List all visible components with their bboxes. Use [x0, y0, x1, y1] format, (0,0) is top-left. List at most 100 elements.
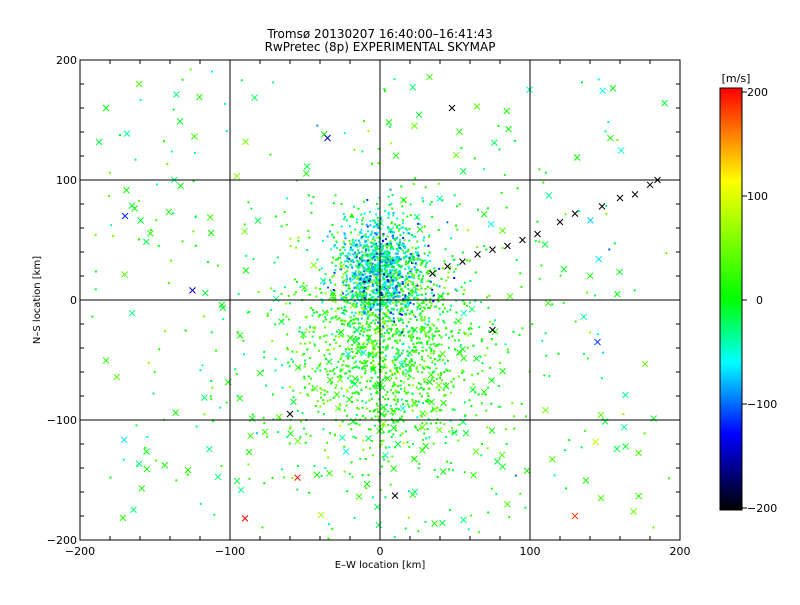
scatter-point [144, 446, 147, 449]
scatter-point [309, 434, 312, 437]
scatter-point [460, 286, 463, 289]
scatter-point [652, 526, 655, 529]
scatter-point [415, 263, 418, 266]
scatter-point [400, 307, 403, 310]
scatter-point [432, 442, 435, 445]
scatter-cross [242, 267, 250, 274]
scatter-point [354, 317, 357, 320]
scatter-point [436, 344, 439, 347]
scatter-point [237, 293, 240, 296]
scatter-point [402, 242, 405, 245]
scatter-point [483, 245, 486, 247]
scatter-point [386, 325, 389, 328]
scatter-point [269, 153, 272, 156]
scatter-point [147, 361, 150, 364]
scatter-point [286, 197, 289, 200]
scatter-point [543, 374, 546, 377]
scatter-point [414, 346, 417, 349]
scatter-point [393, 364, 396, 367]
scatter-point [344, 305, 346, 308]
scatter-point [410, 273, 413, 275]
scatter-point [438, 358, 441, 361]
scatter-point [405, 255, 408, 257]
scatter-point [331, 294, 334, 297]
scatter-point [336, 258, 339, 261]
scatter-point [377, 410, 380, 413]
scatter-point [372, 305, 375, 308]
scatter-cross [459, 168, 467, 175]
scatter-point [350, 461, 353, 464]
scatter-point [349, 316, 352, 319]
scatter-point [378, 362, 381, 364]
scatter-point [355, 243, 357, 246]
scatter-cross [137, 217, 144, 224]
scatter-point [202, 315, 205, 318]
scatter-point [600, 377, 603, 380]
scatter-point [420, 293, 423, 296]
scatter-point [352, 340, 355, 343]
scatter-point [292, 396, 295, 399]
scatter-point [383, 288, 385, 291]
scatter-point [432, 300, 435, 303]
scatter-point [391, 385, 394, 388]
scatter-point [269, 309, 272, 312]
scatter-point [377, 317, 380, 320]
scatter-point [423, 306, 426, 309]
scatter-point [411, 294, 414, 297]
scatter-point [393, 398, 396, 401]
scatter-point [344, 260, 347, 263]
scatter-point [272, 418, 275, 421]
scatter-cross [455, 349, 463, 356]
scatter-point [310, 211, 313, 214]
scatter-point [398, 224, 401, 226]
scatter-point [538, 277, 541, 280]
scatter-point [346, 301, 349, 304]
scatter-point [306, 348, 309, 351]
scatter-point [397, 385, 400, 388]
scatter-point [361, 366, 364, 369]
scatter-point [335, 341, 338, 344]
scatter-point [384, 244, 387, 247]
scatter-point [403, 387, 406, 390]
scatter-point [345, 348, 347, 351]
scatter-point [366, 288, 369, 290]
scatter-point [364, 372, 367, 375]
scatter-point [386, 391, 389, 394]
scatter-point [376, 415, 379, 418]
scatter-point [389, 230, 392, 233]
scatter-point [374, 300, 377, 303]
scatter-point [325, 370, 328, 373]
scatter-point [391, 259, 394, 262]
scatter-point [194, 216, 197, 218]
scatter-point [430, 291, 433, 294]
scatter-point [407, 302, 410, 305]
scatter-point [308, 293, 311, 296]
scatter-cross [439, 519, 446, 527]
scatter-point [368, 342, 371, 345]
scatter-cross [444, 263, 451, 270]
scatter-point [387, 244, 390, 247]
scatter-point [366, 364, 369, 367]
scatter-point [419, 328, 422, 331]
scatter-point [368, 279, 371, 282]
scatter-cross [321, 309, 329, 317]
scatter-point [481, 362, 484, 365]
scatter-point [453, 321, 456, 324]
scatter-point [404, 246, 406, 249]
scatter-point [448, 266, 451, 269]
scatter-point [428, 234, 431, 237]
scatter-point [389, 281, 392, 284]
scatter-point [413, 274, 415, 277]
scatter-point [397, 244, 400, 247]
scatter-point [447, 346, 450, 349]
scatter-point [384, 238, 387, 241]
scatter-point [456, 205, 459, 208]
scatter-point [487, 386, 490, 389]
scatter-point [349, 253, 352, 256]
scatter-point [272, 81, 275, 84]
scatter-point [542, 181, 545, 184]
scatter-point [408, 445, 411, 448]
scatter-cross [641, 360, 649, 368]
scatter-point [402, 245, 405, 248]
